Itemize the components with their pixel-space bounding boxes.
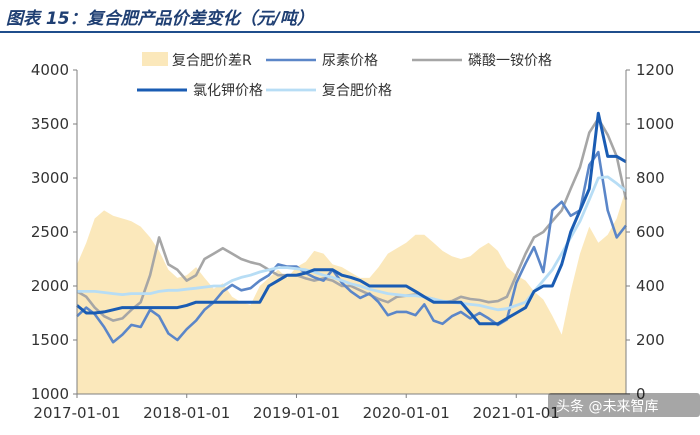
x-tick-label: 2018-01-01 xyxy=(143,404,230,422)
y-right-tick-label: 200 xyxy=(636,331,665,349)
y-left-tick-label: 3000 xyxy=(31,169,69,187)
x-tick-label: 2020-01-01 xyxy=(363,404,450,422)
title-bar: 图表 15：复合肥产品价差变化（元/吨） xyxy=(0,0,700,34)
y-right-tick-label: 0 xyxy=(636,385,646,403)
legend-swatch-spread xyxy=(142,52,168,66)
chart: 1000 1500 2000 2500 3000 3500 4000 0 200 400 600 80… xyxy=(31,52,700,422)
x-tick-label: 2017-01-01 xyxy=(33,404,120,422)
series-line-kcl xyxy=(76,111,627,326)
watermark-text: 头条 @未来智库 xyxy=(556,398,658,415)
y-left-tick-label: 4000 xyxy=(31,61,69,79)
legend-label: 磷酸一铵价格 xyxy=(468,53,552,69)
x-tick-label: 2019-01-01 xyxy=(253,404,340,422)
y-left-tick-label: 2000 xyxy=(31,277,69,295)
y-right-tick-label: 800 xyxy=(636,169,665,187)
chart-title: 图表 15：复合肥产品价差变化（元/吨） xyxy=(6,9,314,29)
watermark-backdrop xyxy=(548,393,700,417)
y-right-tick-label: 600 xyxy=(636,223,665,241)
series-line-dap xyxy=(76,117,628,322)
title-rule xyxy=(0,31,700,33)
lines-layer xyxy=(76,111,628,344)
y-right-tick-label: 1000 xyxy=(636,115,674,133)
legend-label: 氯化钾价格 xyxy=(193,83,263,99)
watermark-layer: 头条 @未来智库 xyxy=(548,393,700,417)
axes-layer: 1000 1500 2000 2500 3000 3500 4000 0 200 400 600 80… xyxy=(31,61,674,422)
x-tick-label: 2021-01-01 xyxy=(473,404,560,422)
y-left-tick-label: 1000 xyxy=(31,385,69,403)
y-left-tick-label: 2500 xyxy=(31,223,69,241)
legend-label: 复合肥价差R xyxy=(172,52,252,69)
series-line-urea xyxy=(76,150,628,344)
y-right-tick-label: 1200 xyxy=(636,61,674,79)
legend-label: 复合肥价格 xyxy=(322,82,392,99)
y-right-tick-label: 400 xyxy=(636,277,665,295)
y-left-tick-label: 1500 xyxy=(31,331,69,349)
y-left-tick-label: 3500 xyxy=(31,115,69,133)
legend-label: 尿素价格 xyxy=(322,53,378,69)
